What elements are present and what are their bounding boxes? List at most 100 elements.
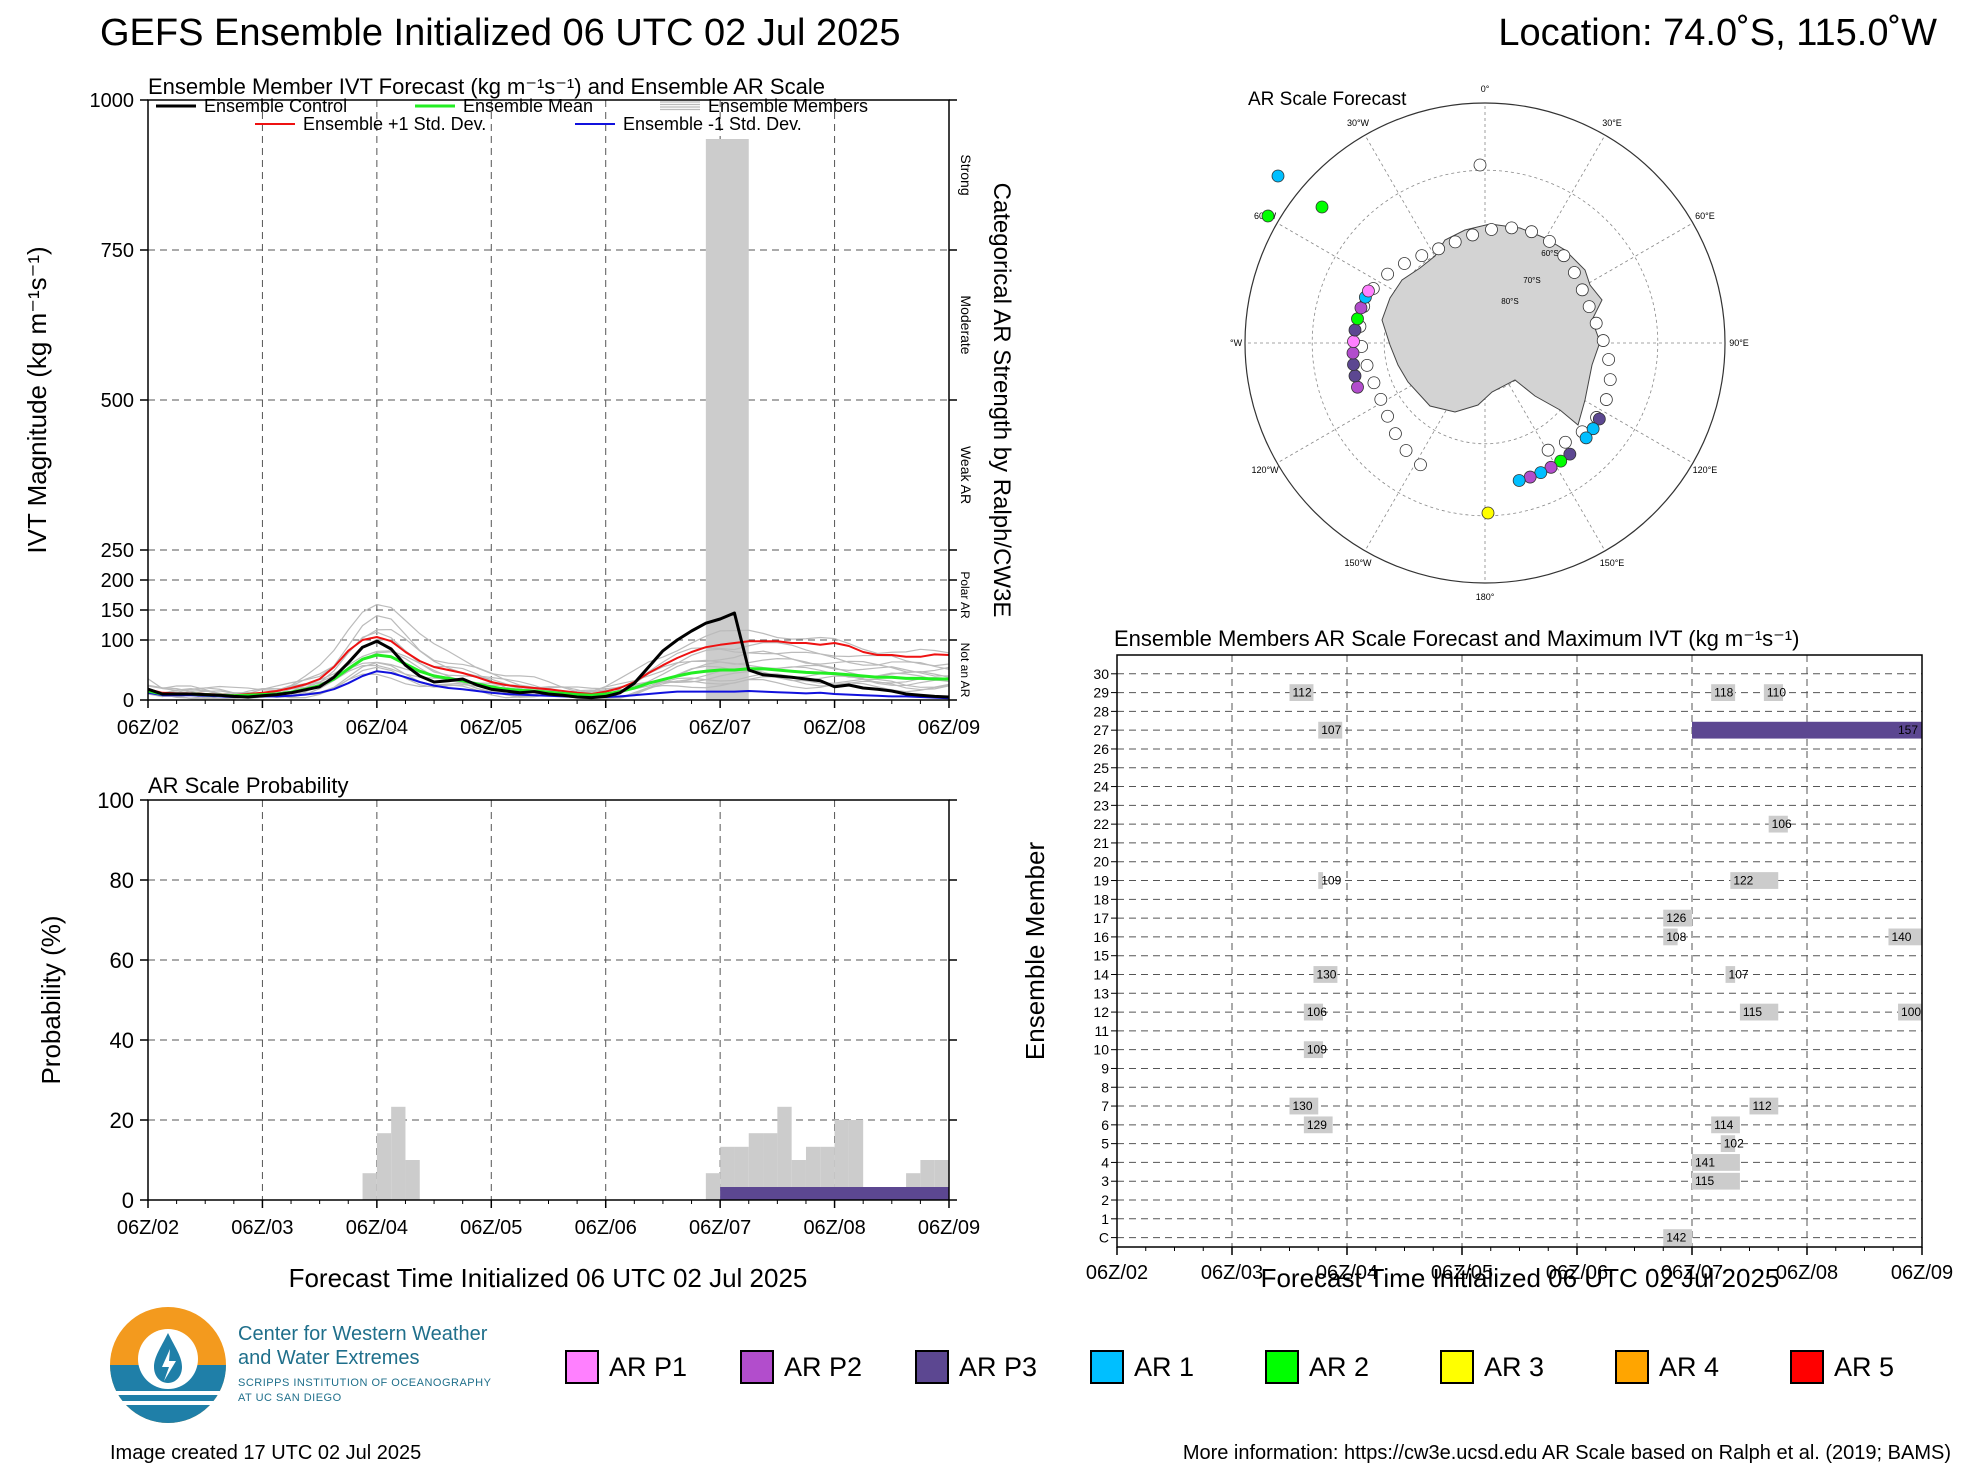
member-max-ivt-label: 110 xyxy=(1767,686,1786,700)
prob-y-tick-label: 0 xyxy=(122,1188,134,1213)
antarctica-landmass xyxy=(1381,223,1603,426)
meridian-label: 60°E xyxy=(1695,211,1715,221)
ensemble-member-line xyxy=(147,603,950,693)
map-ar-dot xyxy=(1399,444,1413,457)
meridian-label: 180° xyxy=(1476,592,1495,602)
map-ar-dot xyxy=(1525,225,1538,239)
ivt-y-tick-label: 200 xyxy=(101,570,134,592)
ar-category-label: Strong xyxy=(958,154,974,195)
member-max-ivt-label: 109 xyxy=(1321,874,1341,888)
member-row-label: 25 xyxy=(1093,760,1109,776)
member-row-label: 8 xyxy=(1101,1079,1109,1095)
prob-x-tick-label: 06Z/05 xyxy=(460,1217,522,1239)
map-ar-dot xyxy=(1563,447,1577,461)
ivt-y-axis-label: IVT Magnitude (kg m⁻¹s⁻¹) xyxy=(22,246,52,553)
member-row-label: 10 xyxy=(1093,1042,1109,1058)
legend-members-label: Ensemble Members xyxy=(708,96,868,116)
map-ar-dot xyxy=(1346,346,1360,360)
member-row-label: 29 xyxy=(1093,685,1109,701)
members-x-tick-label: 06Z/05 xyxy=(1431,1262,1493,1284)
cw3e-logo: Center for Western Weather and Water Ext… xyxy=(108,1305,528,1425)
members-x-tick-label: 06Z/06 xyxy=(1546,1262,1608,1284)
ensemble-control-line xyxy=(147,611,950,700)
legend-label: AR 1 xyxy=(1134,1351,1195,1382)
map-ar-dot xyxy=(1315,200,1329,214)
map-ar-dot xyxy=(1599,393,1613,406)
members-x-tick-label: 06Z/07 xyxy=(1661,1262,1723,1284)
member-row-label: 24 xyxy=(1093,779,1109,795)
map-ar-dot xyxy=(1602,353,1616,366)
member-row-label: 5 xyxy=(1101,1136,1109,1152)
ivt-x-tick-label: 06Z/04 xyxy=(346,717,408,739)
ivt-x-tick-label: 06Z/03 xyxy=(231,717,293,739)
map-ar-dot xyxy=(1466,228,1479,242)
map-ar-dot xyxy=(1360,358,1374,372)
logo-text-line2: and Water Extremes xyxy=(238,1347,420,1369)
legend-plus-std-label: Ensemble +1 Std. Dev. xyxy=(303,114,486,134)
meridian-label: 90°W xyxy=(1230,338,1243,348)
ivt-x-tick-label: 06Z/02 xyxy=(117,717,179,739)
ivt-y-tick-label: 1000 xyxy=(90,90,135,112)
meridian-label: 90°E xyxy=(1729,338,1749,348)
map-ar-dot xyxy=(1347,335,1360,348)
map-ar-dot xyxy=(1381,409,1394,423)
map-ar-dot xyxy=(1374,392,1388,406)
parallel-label: 60°S xyxy=(1541,249,1558,258)
ivt-x-tick-label: 06Z/09 xyxy=(918,717,980,739)
meridian-label: 30°E xyxy=(1602,118,1622,128)
map-ar-dot xyxy=(1351,312,1364,326)
map-ar-dot xyxy=(1271,169,1285,183)
map-ar-dot xyxy=(1389,427,1402,441)
probability-bar xyxy=(405,1160,420,1200)
prob-x-tick-label: 06Z/02 xyxy=(117,1217,179,1239)
prob-y-tick-label: 60 xyxy=(110,948,134,973)
members-x-tick-label: 06Z/03 xyxy=(1201,1262,1263,1284)
map-ar-dot xyxy=(1415,249,1429,263)
probability-bar xyxy=(391,1106,406,1200)
member-max-ivt-label: 100 xyxy=(1901,1005,1921,1019)
legend-label: AR P3 xyxy=(959,1351,1038,1382)
prob-x-tick-label: 06Z/07 xyxy=(689,1217,751,1239)
prob-x-axis-label: Forecast Time Initialized 06 UTC 02 Jul … xyxy=(289,1263,808,1293)
logo-text-line4: AT UC SAN DIEGO xyxy=(238,1392,342,1404)
member-row-label: 17 xyxy=(1093,910,1109,926)
ar-category-label: Polar AR xyxy=(958,571,972,619)
member-max-ivt-label: 109 xyxy=(1307,1043,1327,1057)
cw3e-logo-icon xyxy=(110,1307,226,1423)
members-x-tick-label: 06Z/04 xyxy=(1316,1262,1378,1284)
parallel-label: 80°S xyxy=(1501,297,1518,306)
member-ar-event xyxy=(1303,1003,1324,1021)
member-max-ivt-label: 142 xyxy=(1666,1231,1686,1245)
member-max-ivt-label: 106 xyxy=(1772,817,1792,831)
map-ar-dot xyxy=(1398,257,1411,270)
ivt-x-tick-label: 06Z/08 xyxy=(803,717,865,739)
ivt-y-tick-label: 0 xyxy=(123,690,134,712)
map-meridian xyxy=(1364,342,1486,552)
map-ar-dot xyxy=(1592,412,1606,426)
member-row-label: 7 xyxy=(1101,1098,1109,1114)
member-max-ivt-label: 157 xyxy=(1898,723,1918,737)
member-ar-event xyxy=(1749,1097,1779,1115)
member-max-ivt-label: 114 xyxy=(1714,1118,1733,1132)
member-row-label: 3 xyxy=(1101,1173,1109,1189)
member-row-label: 13 xyxy=(1093,985,1109,1001)
legend-swatch xyxy=(1615,1350,1649,1384)
member-row-label: 14 xyxy=(1093,966,1109,982)
ar-category-legend: AR P1 AR P2 AR P3 AR 1 AR 2 AR 3 AR 4 AR… xyxy=(565,1350,1935,1400)
ar-scale-map: AR Scale Forecast 0° 30°E 60°E 90°E 120°E 150… xyxy=(1230,84,1749,602)
more-info-note: More information: https://cw3e.ucsd.edu … xyxy=(1182,1442,1951,1464)
members-y-axis-label: Ensemble Member xyxy=(1020,842,1050,1061)
member-row-label: 22 xyxy=(1093,816,1109,832)
member-row-label: 9 xyxy=(1101,1060,1109,1076)
members-x-tick-label: 06Z/02 xyxy=(1086,1262,1148,1284)
legend-item-ar-p1: AR P1 xyxy=(565,1350,687,1384)
member-ar-event xyxy=(1720,1135,1736,1153)
map-ar-dot xyxy=(1512,474,1526,487)
map-ar-dot xyxy=(1485,223,1498,236)
map-ar-dot xyxy=(1582,300,1596,314)
parallel-label: 70°S xyxy=(1523,276,1540,285)
ensemble-ar-scale-band xyxy=(705,139,749,700)
map-ar-dot xyxy=(1554,454,1568,468)
legend-item-ar-1: AR 1 xyxy=(1090,1350,1194,1384)
